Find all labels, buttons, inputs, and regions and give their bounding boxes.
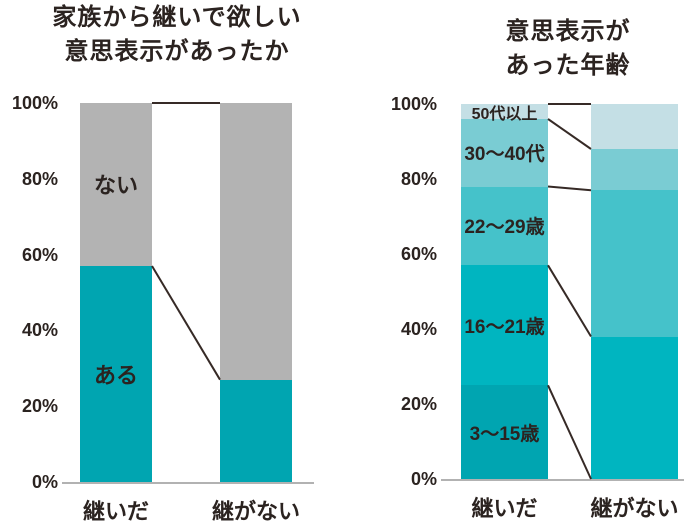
x-axis-line bbox=[62, 482, 314, 484]
bar-segment bbox=[591, 336, 678, 479]
bar-segment: 30〜40代 bbox=[461, 119, 548, 187]
y-tick-label: 40% bbox=[21, 320, 58, 341]
bar-segment: 3〜15歳 bbox=[461, 385, 548, 479]
bar-segment: 22〜29歳 bbox=[461, 186, 548, 266]
y-tick-label: 100% bbox=[390, 94, 437, 114]
bar-segment bbox=[220, 103, 292, 380]
segment-label: 16〜21歳 bbox=[464, 316, 545, 338]
chart-title-age-of-intent: 意思表示があった年齢 bbox=[505, 18, 631, 79]
y-tick-label: 0% bbox=[31, 472, 58, 492]
bar-segment bbox=[591, 104, 678, 149]
segment-label: 30〜40代 bbox=[464, 144, 545, 166]
bar-segment: ない bbox=[80, 103, 152, 266]
y-tick-label: 60% bbox=[21, 244, 58, 265]
category-label: 継がない bbox=[211, 499, 301, 524]
segment-label: 50代以上 bbox=[471, 105, 538, 123]
segment-label: ない bbox=[93, 173, 138, 199]
segment-label: 3〜15歳 bbox=[469, 423, 540, 445]
connector-line bbox=[547, 384, 592, 480]
y-tick-label: 60% bbox=[400, 244, 437, 264]
y-tick-label: 40% bbox=[400, 319, 437, 339]
connector-line bbox=[151, 265, 221, 381]
y-tick-label: 80% bbox=[21, 168, 58, 189]
bar-segment: 50代以上 bbox=[461, 104, 548, 123]
connector-line bbox=[547, 264, 592, 338]
segment-label: 22〜29歳 bbox=[464, 217, 545, 239]
connector-line bbox=[547, 185, 592, 192]
category-label: 継いだ bbox=[471, 496, 538, 521]
category-label: 継いだ bbox=[82, 499, 150, 524]
y-tick-label: 100% bbox=[11, 93, 58, 113]
x-axis-line bbox=[441, 479, 684, 481]
bar-segment: 16〜21歳 bbox=[461, 265, 548, 386]
bar-segment bbox=[591, 190, 678, 337]
connector-line bbox=[547, 118, 592, 150]
bar-segment bbox=[591, 149, 678, 191]
bar-segment bbox=[220, 379, 292, 482]
category-label: 継がない bbox=[590, 496, 679, 521]
chart-title-family-intent: 家族から継いで欲しい 意思表示があったか bbox=[52, 4, 302, 65]
y-tick-label: 0% bbox=[410, 469, 437, 489]
y-tick-label: 20% bbox=[21, 396, 58, 417]
y-tick-label: 80% bbox=[400, 169, 437, 189]
y-tick-label: 20% bbox=[400, 394, 437, 414]
segment-label: ある bbox=[93, 362, 138, 388]
bar-segment: ある bbox=[80, 265, 152, 482]
